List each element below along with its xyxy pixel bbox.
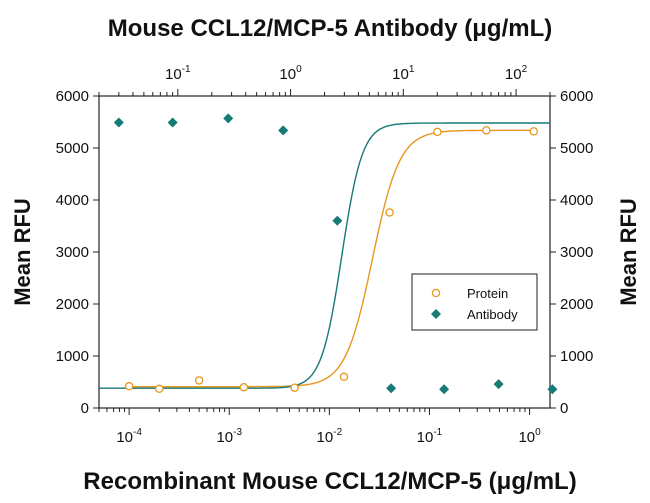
data-points — [113, 113, 558, 395]
axis-ticks: 10-4 10-3 10-2 10-1 100 10-1 100 101 102 0 0 1000 10… — [56, 64, 594, 446]
x-top-tick-label: 102 — [505, 64, 528, 83]
y-left-tick-label: 1000 — [56, 348, 89, 365]
y-left-tick-label: 0 — [81, 400, 89, 417]
protein-fit-curve — [129, 129, 534, 388]
legend: Protein Antibody — [411, 273, 538, 331]
legend-antibody-label: Antibody — [467, 307, 518, 322]
chart-title: Mouse CCL12/MCP-5 Antibody (μg/mL) — [108, 15, 552, 42]
x-top-tick-label: 101 — [392, 64, 415, 83]
protein-point — [339, 372, 349, 382]
legend-protein-marker — [431, 288, 441, 298]
y-right-tick-label: 2000 — [560, 296, 593, 313]
y-right-tick-label: 0 — [560, 400, 568, 417]
y-axis-label-left: Mean RFU — [10, 198, 35, 306]
x-tick-label: 10-3 — [216, 427, 242, 446]
legend-protein-label: Protein — [467, 286, 508, 301]
antibody-point — [547, 384, 558, 395]
protein-point — [482, 126, 491, 135]
x-tick-label: 10-4 — [116, 427, 142, 446]
antibody-point — [493, 379, 504, 390]
protein-point — [155, 384, 164, 394]
protein-point — [239, 382, 249, 392]
y-left-tick-label: 6000 — [56, 88, 89, 105]
x-top-tick-label: 100 — [279, 64, 302, 83]
y-right-tick-label: 4000 — [560, 192, 593, 209]
antibody-point — [439, 384, 450, 395]
protein-point — [433, 127, 442, 137]
x-tick-label: 10-1 — [417, 427, 443, 446]
protein-point — [194, 376, 204, 385]
y-right-tick-label: 6000 — [560, 88, 593, 105]
antibody-point — [113, 117, 124, 128]
y-left-tick-label: 2000 — [56, 296, 89, 313]
antibody-fit-curve — [99, 122, 550, 389]
y-right-tick-label: 5000 — [560, 140, 593, 157]
x-tick-label: 10-2 — [317, 427, 343, 446]
antibody-point — [332, 215, 343, 226]
y-axis-label-right: Mean RFU — [616, 198, 641, 306]
antibody-point — [223, 113, 234, 124]
antibody-point — [167, 117, 178, 128]
x-tick-label: 100 — [518, 427, 541, 446]
antibody-point — [386, 383, 397, 394]
y-left-tick-label: 5000 — [56, 140, 89, 157]
y-left-tick-label: 4000 — [56, 192, 89, 209]
antibody-point — [278, 125, 289, 136]
plot-frame — [98, 95, 551, 409]
x-axis-label: Recombinant Mouse CCL12/MCP-5 (μg/mL) — [83, 468, 576, 495]
fit-curves — [99, 122, 550, 389]
protein-point — [290, 383, 299, 392]
legend-box — [411, 273, 538, 331]
protein-point — [385, 208, 394, 217]
y-right-tick-label: 3000 — [560, 244, 593, 261]
y-right-tick-label: 1000 — [560, 348, 593, 365]
protein-point — [124, 381, 134, 391]
x-top-tick-label: 10-1 — [165, 64, 191, 83]
protein-point — [529, 127, 538, 136]
y-left-tick-label: 3000 — [56, 244, 89, 261]
legend-antibody-marker — [431, 309, 441, 319]
